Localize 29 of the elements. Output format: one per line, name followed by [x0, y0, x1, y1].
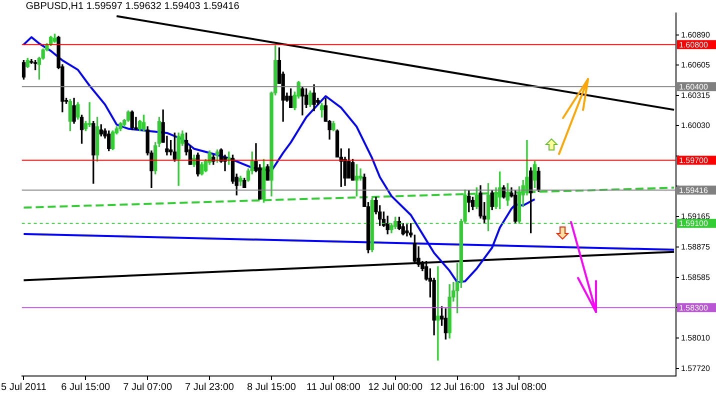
ref-line-label: 1.58300 [679, 303, 708, 312]
ref-line-label: 1.59416 [679, 186, 708, 195]
y-tick-label: 1.57720 [681, 364, 710, 373]
x-tick-label: 7 Jul 07:00 [123, 382, 172, 393]
x-tick-label: 5 Jul 2011 [1, 382, 47, 393]
x-tick-label: 12 Jul 16:00 [430, 382, 485, 393]
candlestick [405, 224, 409, 236]
x-tick-label: 8 Jul 15:00 [246, 382, 296, 393]
ref-line-label: 1.59100 [679, 219, 708, 228]
x-tick-label: 7 Jul 23:00 [185, 382, 234, 393]
ref-line-label: 1.59700 [679, 156, 708, 166]
ref-line-label: 1.60400 [679, 82, 708, 92]
y-tick-label: 1.60890 [681, 30, 710, 40]
candlestick [88, 102, 92, 127]
y-tick-label: 1.59165 [681, 212, 710, 221]
y-tick-label: 1.58585 [681, 272, 710, 282]
ref-line-label: 1.60800 [679, 40, 708, 50]
x-tick-label: 11 Jul 08:00 [306, 382, 361, 393]
y-tick-label: 1.60605 [681, 60, 710, 70]
candlestick [358, 168, 362, 181]
x-tick-label: 6 Jul 15:00 [61, 382, 111, 393]
y-tick-label: 1.58010 [681, 333, 710, 342]
y-tick-label: 1.58875 [681, 242, 710, 252]
chart-title: GBPUSD,H1 1.59597 1.59632 1.59403 1.59416 [26, 0, 240, 12]
x-tick-label: 13 Jul 08:00 [492, 382, 547, 393]
x-tick-label: 12 Jul 00:00 [368, 382, 424, 393]
y-tick-label: 1.60315 [681, 90, 710, 100]
candlestick [436, 266, 440, 361]
y-tick-label: 1.60030 [681, 120, 710, 130]
